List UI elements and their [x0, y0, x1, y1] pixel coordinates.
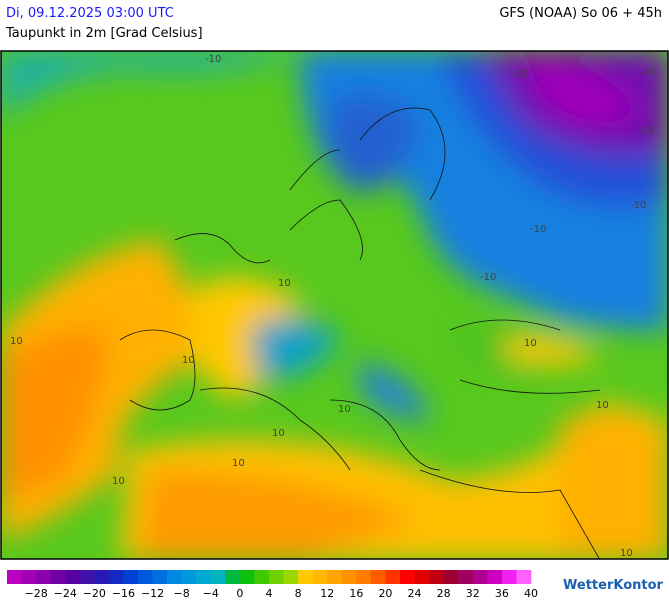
legend-swatch — [7, 570, 22, 584]
legend-label: 16 — [349, 587, 363, 600]
contour-label: 10 — [10, 336, 23, 347]
legend-swatch — [79, 570, 95, 584]
contour-label: -10 — [480, 272, 496, 283]
legend-swatch — [181, 570, 197, 584]
legend-swatch — [94, 570, 110, 584]
contour-label: -10 — [205, 54, 221, 65]
datetime: Di, 09.12.2025 03:00 UTC — [6, 6, 174, 21]
logo: WetterKontor — [563, 578, 664, 593]
legend-label: 0 — [236, 587, 243, 600]
legend-swatch — [356, 570, 372, 584]
legend-swatch — [458, 570, 474, 584]
contour-label: 10 — [232, 458, 245, 469]
contour-label: 10 — [596, 400, 609, 411]
legend-label: 28 — [437, 587, 451, 600]
legend-swatch — [487, 570, 503, 584]
contour-label: -10 — [530, 224, 546, 235]
legend-label: 12 — [320, 587, 334, 600]
legend-label: −28 — [25, 587, 48, 600]
legend-swatch — [312, 570, 328, 584]
legend-swatch — [385, 570, 401, 584]
map-frame — [0, 50, 669, 560]
legend-label: 24 — [408, 587, 422, 600]
legend-swatch — [298, 570, 313, 584]
legend-label: 4 — [266, 587, 273, 600]
legend-swatch — [370, 570, 386, 584]
legend-swatch — [196, 570, 212, 584]
contour-label: -20 — [512, 69, 528, 80]
legend-swatch — [414, 570, 430, 584]
legend-swatch — [21, 570, 37, 584]
contour-labels: -10 -20 -30 -20 -10 -10 10 10 10 10 10 1… — [10, 54, 656, 559]
legend-swatch — [327, 570, 343, 584]
legend-swatch — [501, 570, 517, 584]
legend-swatch — [152, 570, 168, 584]
legend-swatch — [283, 570, 299, 584]
contour-label: 10 — [620, 548, 633, 559]
contour-label: -30 — [640, 67, 656, 78]
contour-label: 10 — [112, 476, 125, 487]
legend-label: 36 — [495, 587, 509, 600]
legend-label: −12 — [141, 587, 164, 600]
color-legend: −28 −24 −20 −16 −12 −8 −4 0 4 8 12 16 20 24 28 32 36 40 — [7, 570, 538, 600]
legend-swatch — [269, 570, 284, 584]
dewpoint-field: -10 -20 -30 -20 -10 -10 10 10 10 10 10 1… — [1, 51, 668, 559]
contour-label: 10 — [338, 404, 351, 415]
legend-swatch — [443, 570, 459, 584]
legend-swatch — [254, 570, 270, 584]
coastlines — [119, 107, 601, 559]
legend-label: 32 — [466, 587, 480, 600]
contour-label: -10 — [630, 200, 646, 211]
legend-swatch — [516, 570, 532, 584]
legend-swatch — [108, 570, 124, 584]
legend-swatch — [138, 570, 153, 584]
legend-swatch — [400, 570, 415, 584]
legend-swatch — [50, 570, 66, 584]
legend-swatch — [210, 570, 226, 584]
legend-swatch — [472, 570, 488, 584]
contour-label: 10 — [272, 428, 285, 439]
model: GFS (NOAA) So 06 + 45h — [499, 6, 662, 21]
contour-label: -20 — [638, 126, 654, 137]
legend-swatch — [36, 570, 51, 584]
legend-label: −4 — [203, 587, 219, 600]
legend-swatch — [123, 570, 139, 584]
contour-label: 10 — [524, 338, 537, 349]
legend-label: −24 — [54, 587, 77, 600]
legend-swatch — [65, 570, 81, 584]
contour-label: 10 — [182, 355, 195, 366]
contour-label: 10 — [278, 278, 291, 289]
legend-label: 8 — [295, 587, 302, 600]
legend-label: −16 — [112, 587, 135, 600]
legend-label: 20 — [378, 587, 392, 600]
legend-swatch — [429, 570, 444, 584]
parameter: Taupunkt in 2m [Grad Celsius] — [6, 26, 203, 41]
legend-swatch — [225, 570, 241, 584]
legend-swatch — [341, 570, 357, 584]
legend-swatch — [167, 570, 182, 584]
legend-label: −8 — [174, 587, 190, 600]
legend-swatch — [239, 570, 255, 584]
legend-label: 40 — [524, 587, 538, 600]
legend-label: −20 — [83, 587, 106, 600]
